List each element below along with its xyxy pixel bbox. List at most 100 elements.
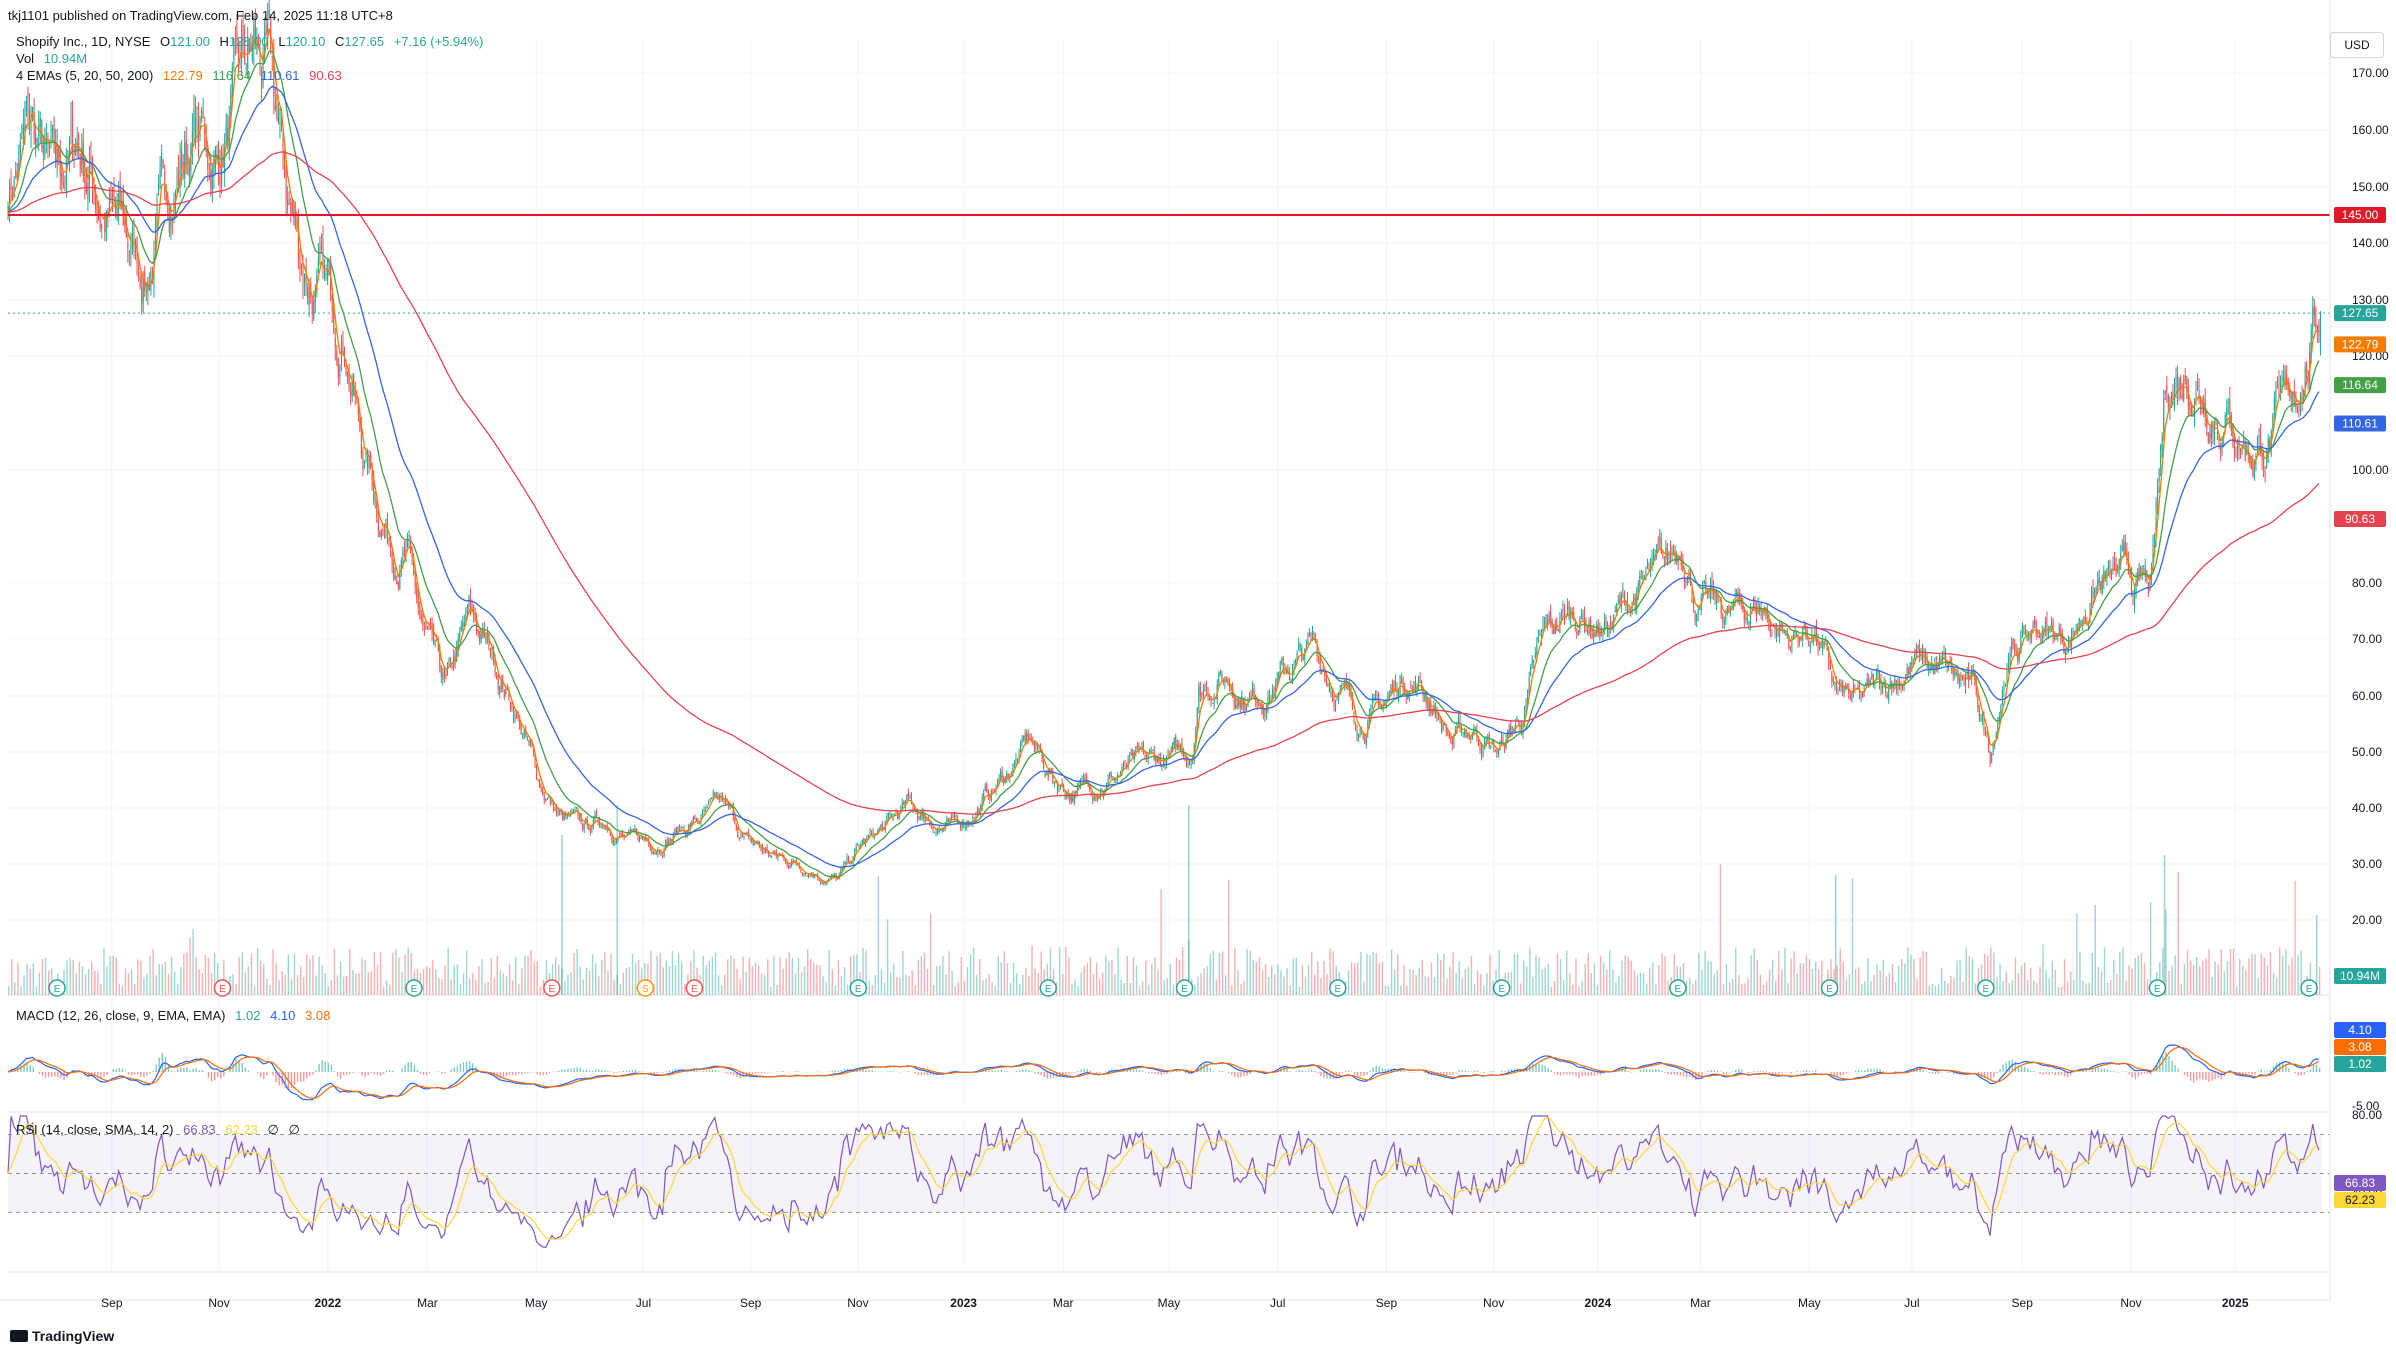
volume-bar xyxy=(2094,905,2096,995)
candle-body xyxy=(1875,673,1877,680)
volume-bar xyxy=(2266,965,2269,995)
macd-histogram-bar xyxy=(1581,1072,1583,1076)
volume-bar xyxy=(634,962,637,995)
candle-body xyxy=(1339,685,1341,692)
macd-histogram-bar xyxy=(177,1069,179,1072)
symbol-legend[interactable]: Shopify Inc., 1D, NYSE O121.00 H128.00 L… xyxy=(16,34,489,49)
earnings-marker-1: E xyxy=(213,979,232,997)
candle-body xyxy=(1256,701,1258,706)
candle-body xyxy=(1464,731,1466,734)
candle-body xyxy=(22,126,24,135)
candle-body xyxy=(519,716,521,728)
candle-body xyxy=(1514,723,1516,732)
volume-bar xyxy=(1615,982,1617,995)
macd-histogram-bar xyxy=(1323,1072,1325,1078)
candle-body xyxy=(688,825,690,832)
candle-body xyxy=(1984,729,1987,731)
macd-label: MACD (12, 26, close, 9, EMA, EMA) xyxy=(16,1008,226,1023)
macd-histogram-bar xyxy=(585,1069,588,1072)
volume-bar xyxy=(1326,974,1328,995)
price-tag-label: 10.94M xyxy=(2340,969,2380,983)
price-axis[interactable]: 170.00160.00150.00140.00130.00120.00100.… xyxy=(2329,0,2389,1300)
candle-body xyxy=(1582,613,1584,619)
volume-bar xyxy=(235,983,237,995)
candle-body xyxy=(1156,759,1158,762)
candle-body xyxy=(986,784,988,792)
volume-bar xyxy=(167,973,170,995)
candle-body xyxy=(738,837,740,839)
candle-body xyxy=(1986,731,1988,737)
candle-body xyxy=(1780,623,1782,631)
macd-histogram-bar xyxy=(2140,1072,2143,1075)
macd-histogram-bar xyxy=(127,1072,130,1075)
candle-body xyxy=(44,138,46,157)
candle-body xyxy=(360,426,362,458)
candle-body xyxy=(1702,587,1704,598)
volume-bar xyxy=(2017,972,2020,995)
volume-bar xyxy=(115,957,117,995)
macd-histogram-bar xyxy=(548,1072,551,1073)
candle-body xyxy=(1553,627,1555,635)
candle-body xyxy=(73,145,75,154)
volume-bar xyxy=(1882,959,1884,995)
candle-body xyxy=(1639,576,1641,586)
candle-body xyxy=(744,833,747,835)
macd-histogram-bar xyxy=(2186,1072,2189,1078)
volume-bar xyxy=(2131,968,2133,995)
volume-bar xyxy=(324,972,326,995)
volume-bar xyxy=(459,984,462,995)
rsi-legend[interactable]: RSI (14, close, SMA, 14, 2) 66.83 62.23 … xyxy=(16,1122,306,1138)
candle-body xyxy=(1399,676,1401,694)
volume-bar xyxy=(1830,959,1832,995)
time-tick-label: Jul xyxy=(1270,1296,1285,1310)
volume-bar xyxy=(2217,964,2219,995)
macd-histogram-bar xyxy=(702,1070,704,1072)
candle-body xyxy=(551,799,553,803)
candle-body xyxy=(1479,744,1481,749)
volume-spike xyxy=(616,805,619,995)
candle-body xyxy=(993,789,995,791)
volume-bar xyxy=(1249,950,1251,995)
volume-bar xyxy=(650,950,652,995)
macd-histogram-bar xyxy=(1572,1072,1574,1075)
candle-body xyxy=(1868,679,1870,686)
macd-histogram-bar xyxy=(1077,1070,1079,1072)
volume-bar xyxy=(515,957,517,995)
candle-body xyxy=(2180,378,2182,389)
candle-body xyxy=(589,828,591,833)
candle-body xyxy=(803,873,805,877)
candle-body xyxy=(356,396,358,399)
volume-bar xyxy=(2211,977,2213,995)
candle-body xyxy=(1341,685,1343,687)
candle-body xyxy=(391,551,393,566)
candle-body xyxy=(184,142,186,179)
price-tag-bg xyxy=(2334,1192,2386,1208)
volume-bar xyxy=(1581,980,1583,995)
volume-bar xyxy=(505,976,508,995)
macd-legend[interactable]: MACD (12, 26, close, 9, EMA, EMA) 1.02 4… xyxy=(16,1008,336,1023)
time-axis[interactable]: Sep Nov 2022 Mar May Jul Sep Nov 2023 Mar May Jul Se… xyxy=(0,1296,2330,1310)
ema-legend[interactable]: 4 EMAs (5, 20, 50, 200) 122.79 116.64 11… xyxy=(16,68,348,83)
currency-button[interactable]: USD xyxy=(2330,32,2384,58)
candle-body xyxy=(1013,762,1015,767)
macd-histogram-bar xyxy=(1455,1072,1457,1073)
candle-body xyxy=(1842,682,1844,693)
candle-body xyxy=(13,180,15,199)
volume-bar xyxy=(198,969,200,995)
volume-bar xyxy=(8,986,10,995)
macd-histogram-bar xyxy=(2285,1064,2287,1072)
candle-body xyxy=(937,829,939,833)
macd-histogram-bar xyxy=(2106,1069,2109,1072)
volume-bar xyxy=(1246,948,1248,995)
earnings-marker-circle xyxy=(1175,979,1194,997)
macd-histogram-bar xyxy=(582,1069,585,1072)
volume-bar xyxy=(773,956,775,995)
volume-bar xyxy=(1541,969,1543,995)
macd-histogram-bar xyxy=(1842,1072,1845,1075)
volume-bar xyxy=(1163,980,1165,995)
volume-bar xyxy=(1138,986,1141,995)
volume-legend[interactable]: Vol 10.94M xyxy=(16,51,93,66)
candle-body xyxy=(2052,620,2054,637)
candle-body xyxy=(929,820,931,824)
